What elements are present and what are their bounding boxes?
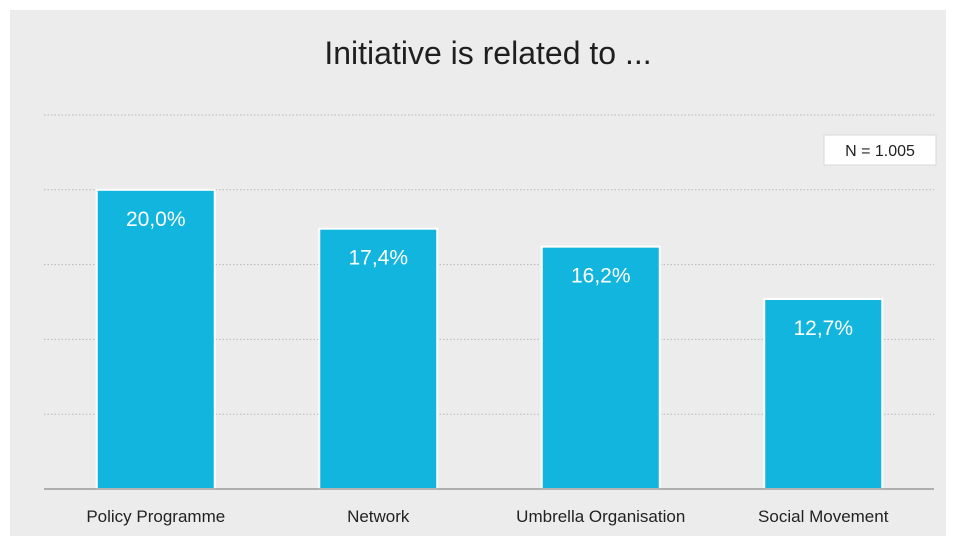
category-labels: Policy Programme Network Umbrella Organisa… — [86, 507, 888, 526]
bar-value-label: 16,2% — [571, 265, 631, 288]
category-label: Network — [347, 507, 410, 526]
sample-size-box — [823, 134, 937, 166]
bar — [540, 245, 661, 490]
bar — [95, 188, 216, 491]
bars: 20,0% 17,4% 16,2% 12,7% — [95, 188, 884, 491]
category-label: Social Movement — [758, 507, 889, 526]
chart-panel: Initiative is related to ... 20,0% 17,4% 1… — [10, 10, 946, 536]
sample-size-annotation: N = 1.005 — [823, 134, 937, 166]
bar — [763, 298, 884, 490]
bar-chart: Initiative is related to ... 20,0% 17,4% 1… — [44, 35, 937, 526]
bar-value-label: 20,0% — [126, 208, 186, 231]
category-label: Umbrella Organisation — [516, 507, 685, 526]
bar-value-label: 17,4% — [348, 247, 408, 270]
category-label: Policy Programme — [86, 507, 225, 526]
chart-title: Initiative is related to ... — [324, 35, 651, 71]
sample-size-label: N = 1.005 — [845, 143, 915, 160]
bar-value-label: 12,7% — [793, 317, 853, 340]
